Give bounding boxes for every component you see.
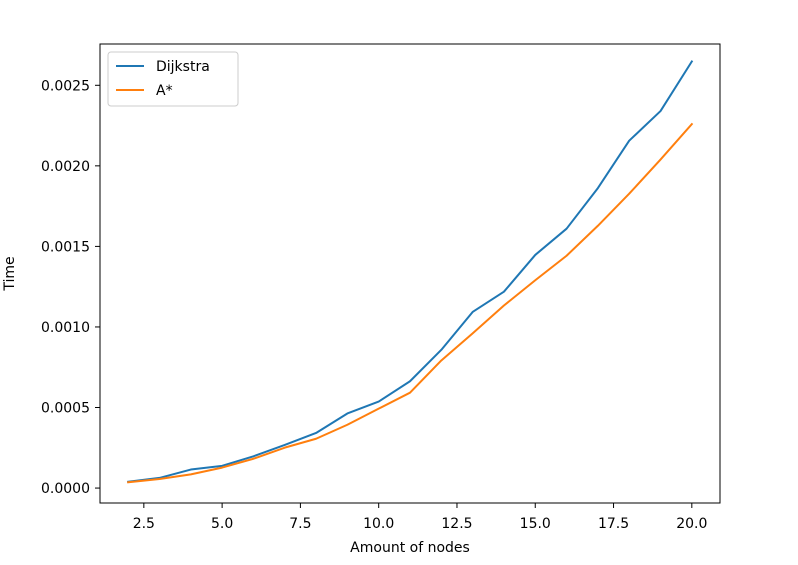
legend: Dijkstra A* (107, 51, 239, 107)
y-axis-label: Time (2, 256, 18, 291)
x-tick-label: 12.5 (441, 516, 472, 532)
x-tick-label: 20.0 (676, 516, 707, 532)
y-tick-label: 0.0015 (41, 239, 90, 255)
x-axis: 2.5 5.0 7.5 10.0 12.5 15.0 17.5 20.0 (133, 503, 707, 532)
legend-label-1: A* (156, 83, 173, 99)
x-tick-label: 15.0 (520, 516, 551, 532)
x-tick-label: 5.0 (211, 516, 233, 532)
series-layer (127, 60, 694, 484)
legend-label-0: Dijkstra (156, 59, 210, 75)
y-tick-label: 0.0025 (41, 78, 90, 94)
y-tick-label: 0.0010 (41, 320, 90, 336)
x-tick-label: 10.0 (363, 516, 394, 532)
plot-frame (99, 43, 721, 504)
x-tick-label: 7.5 (289, 516, 311, 532)
y-axis: 0.0000 0.0005 0.0010 0.0015 0.0020 0.0025 (41, 78, 100, 497)
y-tick-label: 0.0000 (41, 481, 90, 497)
series-line-1 (127, 122, 694, 484)
series-line-0 (127, 60, 694, 483)
x-tick-label: 17.5 (598, 516, 629, 532)
y-tick-label: 0.0020 (41, 159, 90, 175)
x-axis-label: Amount of nodes (350, 540, 470, 556)
x-tick-label: 2.5 (133, 516, 155, 532)
y-tick-label: 0.0005 (41, 401, 90, 417)
